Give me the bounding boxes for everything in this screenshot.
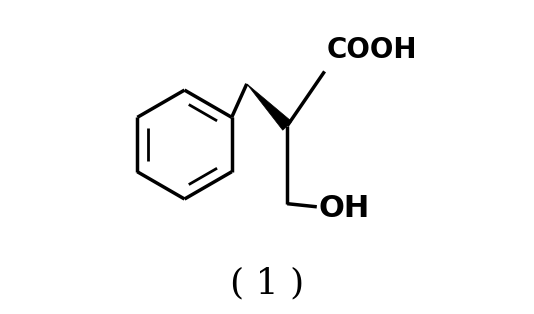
Polygon shape [247, 84, 292, 130]
Text: ( 1 ): ( 1 ) [230, 266, 304, 300]
Text: OH: OH [318, 194, 370, 223]
Text: COOH: COOH [326, 35, 417, 64]
